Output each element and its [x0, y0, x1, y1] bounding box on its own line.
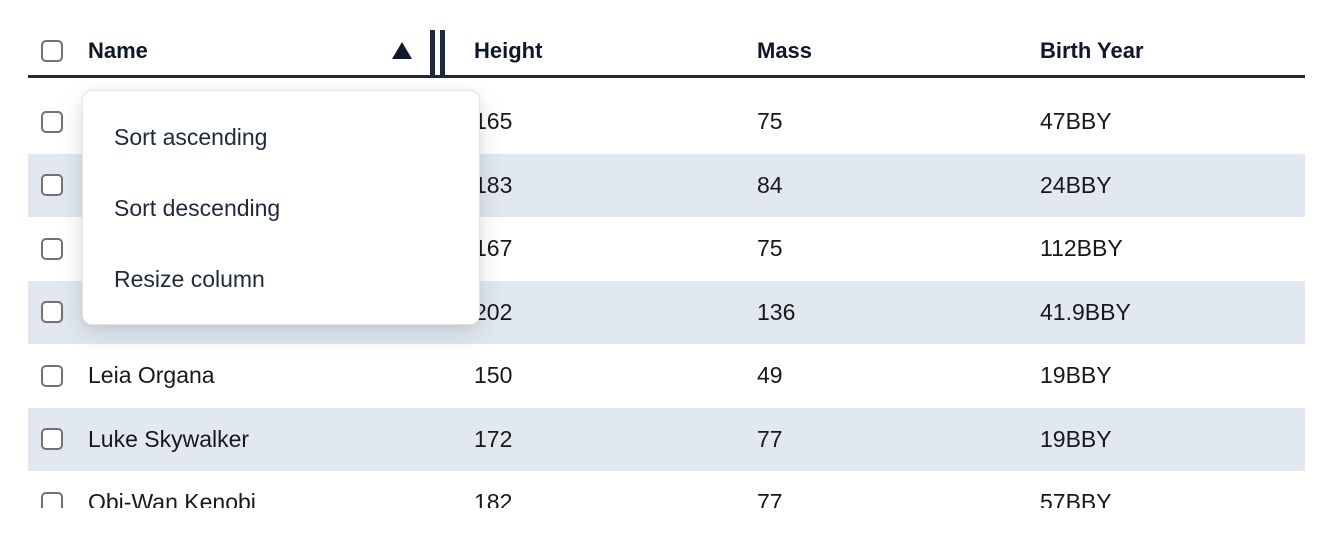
- menu-item-resize-column[interactable]: Resize column: [114, 266, 265, 292]
- cell-height: 165: [474, 108, 513, 135]
- cell-height: 150: [474, 362, 513, 389]
- row-checkbox[interactable]: [41, 174, 63, 197]
- cell-name: Obi-Wan Kenobi: [88, 489, 256, 508]
- table-row: 165 75 47BBY: [28, 90, 1305, 154]
- cell-mass: 75: [757, 108, 783, 135]
- table-row: Leia Organa 150 49 19BBY: [28, 344, 1305, 408]
- header-checkbox-cell: [28, 40, 88, 62]
- column-resize-handle-icon[interactable]: [430, 30, 445, 76]
- column-header-name-label: Name: [88, 38, 148, 63]
- cell-height: 172: [474, 425, 513, 452]
- cell-birth-year: 112BBY: [1040, 235, 1123, 262]
- row-checkbox[interactable]: [41, 301, 63, 324]
- sort-ascending-indicator-icon: [392, 42, 412, 59]
- cell-mass: 84: [757, 171, 783, 198]
- cell-name: Leia Organa: [88, 362, 215, 389]
- cell-height: 182: [474, 489, 513, 508]
- row-checkbox[interactable]: [41, 428, 63, 451]
- row-checkbox[interactable]: [41, 364, 63, 387]
- column-header-height[interactable]: Height: [474, 38, 543, 63]
- cell-height: 183: [474, 171, 513, 198]
- cell-mass: 49: [757, 362, 783, 389]
- cell-birth-year: 57BBY: [1040, 489, 1112, 508]
- column-header-birth-year[interactable]: Birth Year: [1040, 38, 1144, 63]
- table-header-row: Name Height Mass Birth Year: [28, 0, 1305, 78]
- cell-mass: 77: [757, 489, 783, 508]
- column-header-name[interactable]: Name: [88, 27, 446, 76]
- cell-birth-year: 19BBY: [1040, 425, 1112, 452]
- table-row: Luke Skywalker 172 77 19BBY: [28, 407, 1305, 471]
- cell-height: 202: [474, 298, 513, 325]
- table-row: 167 75 112BBY: [28, 217, 1305, 281]
- cell-mass: 136: [757, 298, 796, 325]
- cell-mass: 75: [757, 235, 783, 262]
- menu-item-sort-descending[interactable]: Sort descending: [114, 195, 281, 221]
- cell-name: Luke Skywalker: [88, 425, 250, 452]
- column-header-mass[interactable]: Mass: [757, 38, 813, 63]
- column-context-menu: Sort ascending Sort descending Resize co…: [82, 90, 480, 325]
- header-body-gap: [28, 78, 1305, 90]
- menu-item-sort-ascending[interactable]: Sort ascending: [114, 124, 268, 150]
- select-all-checkbox[interactable]: [41, 40, 63, 62]
- cell-mass: 77: [757, 425, 783, 452]
- cell-height: 167: [474, 235, 513, 262]
- cell-birth-year: 19BBY: [1040, 362, 1112, 389]
- table-row: Obi-Wan Kenobi 182 77 57BBY: [28, 471, 1305, 508]
- cell-birth-year: 41.9BBY: [1040, 298, 1131, 325]
- cell-birth-year: 47BBY: [1040, 108, 1112, 135]
- row-checkbox[interactable]: [41, 237, 63, 260]
- row-checkbox[interactable]: [41, 110, 63, 133]
- row-checkbox[interactable]: [41, 491, 63, 508]
- cell-birth-year: 24BBY: [1040, 171, 1112, 198]
